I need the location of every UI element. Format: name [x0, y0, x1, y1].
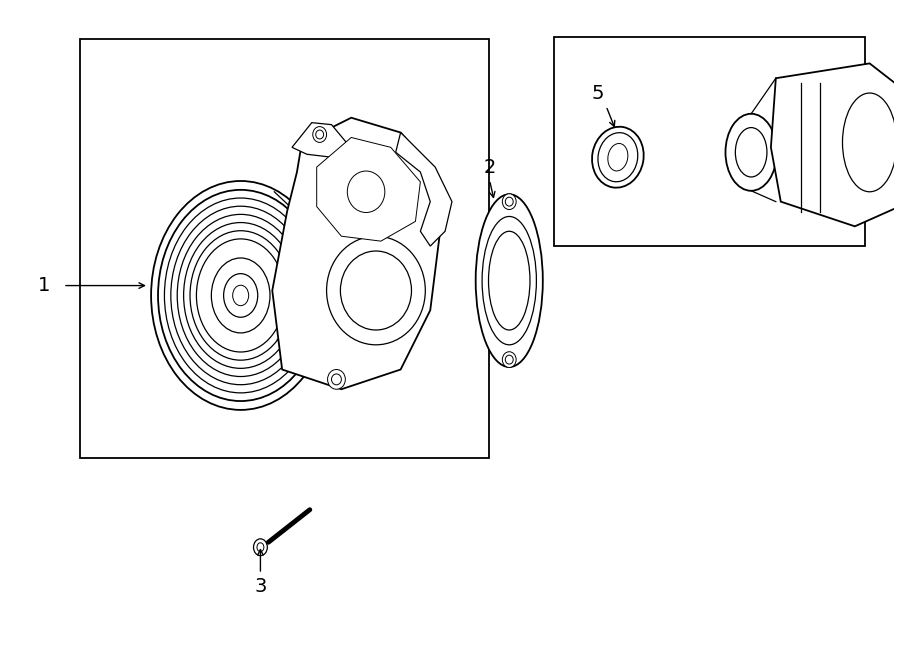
- Ellipse shape: [328, 369, 346, 389]
- Ellipse shape: [598, 133, 638, 182]
- Ellipse shape: [502, 352, 517, 368]
- Ellipse shape: [316, 130, 324, 139]
- Text: 5: 5: [592, 83, 605, 102]
- Ellipse shape: [257, 543, 264, 552]
- Ellipse shape: [725, 114, 777, 191]
- Ellipse shape: [233, 286, 248, 305]
- Ellipse shape: [340, 251, 411, 330]
- Ellipse shape: [254, 539, 267, 556]
- Ellipse shape: [212, 258, 270, 333]
- Bar: [554, 37, 865, 246]
- Text: 4: 4: [875, 133, 887, 152]
- Ellipse shape: [505, 197, 513, 206]
- Ellipse shape: [331, 374, 341, 385]
- Ellipse shape: [476, 194, 543, 367]
- Text: 3: 3: [254, 577, 266, 596]
- Ellipse shape: [896, 103, 900, 182]
- Ellipse shape: [327, 236, 426, 345]
- Polygon shape: [292, 123, 346, 157]
- Ellipse shape: [502, 194, 517, 210]
- Ellipse shape: [489, 231, 530, 330]
- Ellipse shape: [842, 93, 896, 192]
- Text: 1: 1: [38, 276, 50, 295]
- Ellipse shape: [482, 216, 536, 345]
- Ellipse shape: [223, 274, 257, 317]
- Ellipse shape: [347, 171, 385, 212]
- Bar: [80, 39, 490, 458]
- Ellipse shape: [313, 127, 327, 142]
- Ellipse shape: [592, 127, 644, 188]
- Polygon shape: [771, 63, 900, 226]
- Polygon shape: [317, 137, 420, 241]
- Ellipse shape: [505, 355, 513, 364]
- Polygon shape: [396, 132, 452, 246]
- Text: 2: 2: [483, 157, 496, 176]
- Ellipse shape: [735, 128, 767, 177]
- Polygon shape: [273, 118, 440, 389]
- Ellipse shape: [608, 143, 628, 171]
